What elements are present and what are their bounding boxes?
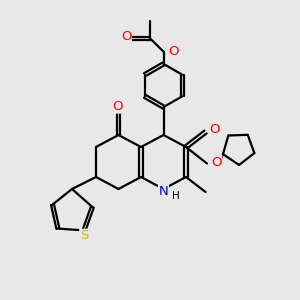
Text: O: O bbox=[121, 30, 131, 44]
Text: O: O bbox=[112, 100, 122, 113]
Text: S: S bbox=[80, 229, 88, 242]
Text: N: N bbox=[159, 185, 168, 198]
Text: O: O bbox=[168, 45, 179, 58]
Text: O: O bbox=[211, 155, 222, 169]
Text: O: O bbox=[209, 122, 220, 136]
Text: H: H bbox=[172, 190, 180, 201]
